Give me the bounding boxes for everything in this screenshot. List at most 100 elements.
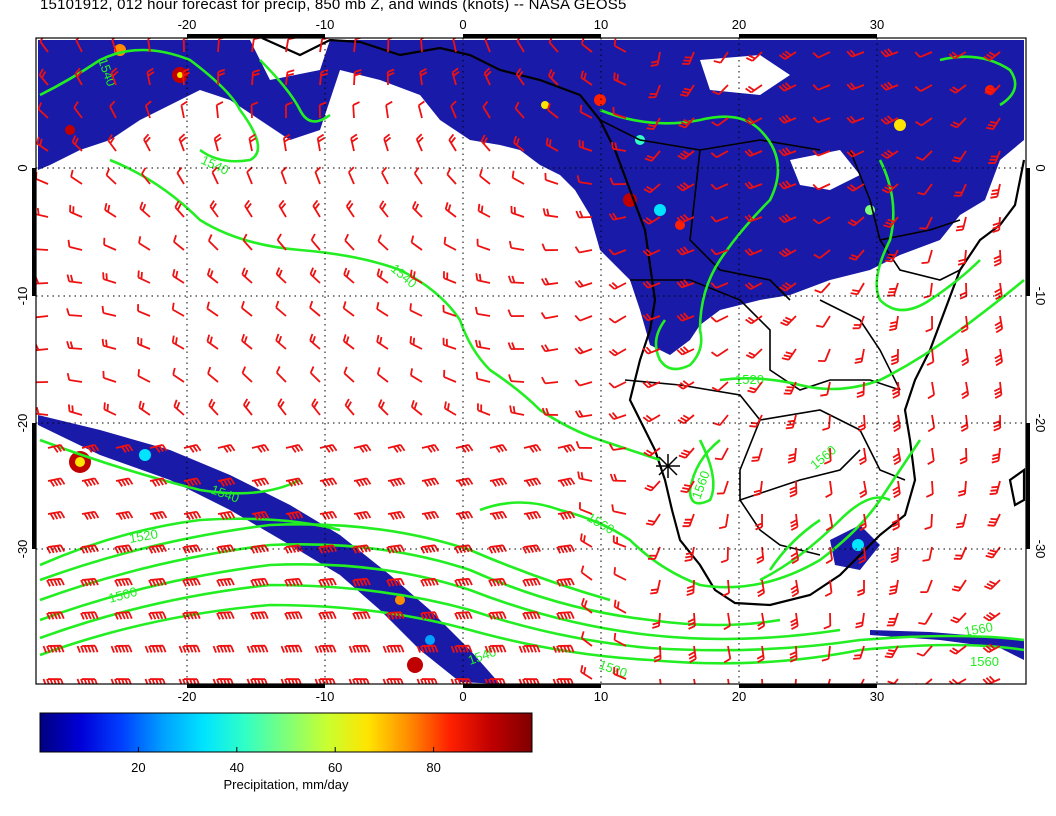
wind-barb (278, 199, 287, 218)
wind-barb (46, 544, 65, 554)
wind-barb (387, 510, 406, 521)
wind-barb (884, 645, 899, 659)
wind-barb (678, 117, 695, 129)
wind-barb (352, 101, 360, 119)
wind-barb (454, 544, 473, 554)
wind-barb (680, 84, 695, 97)
wind-barb (858, 447, 867, 466)
contour-label: 1560 (970, 654, 999, 669)
wind-barb (376, 268, 389, 284)
wind-barb (489, 444, 508, 453)
wind-barb (745, 84, 763, 94)
wind-barb (540, 344, 559, 353)
wind-barb (379, 200, 389, 218)
wind-barb (720, 546, 729, 564)
wind-barb (443, 271, 457, 284)
wind-barb (173, 234, 185, 251)
wind-barb (712, 84, 729, 96)
wind-barb (924, 513, 933, 530)
wind-barb (215, 101, 224, 119)
lat-tick-labels-right: 0 -10 -20 -30 (1033, 164, 1048, 558)
lon-tick: 20 (732, 17, 746, 32)
wind-barb (523, 444, 542, 453)
madagascar (1008, 467, 1026, 507)
wind-barb (915, 678, 933, 684)
wind-barb (580, 70, 593, 86)
lon-tick: -20 (178, 17, 197, 32)
wind-barb (950, 117, 967, 129)
wind-barb (891, 381, 901, 399)
contour-label: 1500 (107, 584, 139, 606)
wind-barb (285, 101, 293, 119)
wind-barb (922, 546, 933, 562)
wind-barb (650, 579, 661, 595)
wind-barb (81, 477, 100, 487)
wind-barb (574, 346, 593, 355)
wind-barb (110, 644, 133, 653)
wind-barb (250, 577, 269, 587)
wind-barb (994, 348, 1003, 367)
wind-barb (137, 369, 151, 383)
lat-tick: -10 (15, 287, 30, 306)
wind-barb (608, 282, 627, 290)
wind-barb (846, 149, 865, 158)
wind-barb (479, 168, 491, 185)
wind-barb (813, 249, 831, 259)
wind-barb (812, 216, 831, 225)
wind-barb (610, 141, 627, 152)
wind-barb (984, 84, 1001, 96)
wind-barb (488, 611, 507, 620)
wind-barb (991, 447, 1001, 464)
wind-barb (609, 177, 627, 186)
wind-barb (114, 611, 133, 620)
wind-barb (676, 213, 695, 224)
contour-labels: 1540 1540 1540 1540 1520 1520 1500 1560 … (95, 56, 999, 681)
wind-barb (489, 477, 508, 487)
wind-barb (522, 611, 541, 620)
wind-barb (475, 371, 491, 383)
lon-tick: 0 (459, 689, 466, 704)
wind-barb (745, 348, 763, 359)
wind-barb (961, 348, 970, 367)
wind-barb (918, 612, 933, 625)
wind-barb (848, 249, 865, 261)
wind-barb (318, 611, 337, 620)
wind-barb (176, 166, 185, 185)
wind-barb (557, 510, 576, 521)
wind-barb (580, 597, 593, 614)
wind-barb (138, 400, 151, 416)
wind-barb (80, 544, 99, 554)
contour-label: 1560 (807, 442, 839, 472)
wind-barb (744, 214, 763, 223)
wind-barb (105, 168, 117, 185)
wind-barb (309, 300, 321, 317)
wind-barb (755, 513, 763, 531)
wind-barb (576, 175, 593, 185)
wind-barb (36, 381, 49, 384)
wind-barb (415, 133, 424, 152)
wind-barb (613, 38, 627, 53)
wind-barb (484, 38, 491, 53)
wind-barb (613, 666, 627, 680)
wind-barb (420, 544, 439, 554)
wind-barb (923, 282, 933, 299)
wind-barb (484, 644, 507, 653)
wind-barb (507, 275, 525, 284)
wind-barb (823, 612, 832, 630)
wind-barb (450, 100, 457, 119)
wind-barb (608, 212, 627, 221)
wind-barb (311, 398, 321, 416)
wind-barb (507, 309, 525, 317)
wind-barb (850, 282, 865, 296)
wind-barb (693, 678, 696, 684)
wind-barb (507, 342, 524, 350)
wind-barb (149, 510, 168, 521)
wind-barb (676, 312, 695, 322)
wind-barb (925, 315, 933, 333)
wind-barb (137, 304, 151, 317)
wind-barb (285, 477, 304, 487)
wind-barb (892, 480, 901, 499)
wind-barb (353, 477, 372, 487)
wind-barb (69, 204, 83, 218)
wind-barb (482, 100, 491, 119)
